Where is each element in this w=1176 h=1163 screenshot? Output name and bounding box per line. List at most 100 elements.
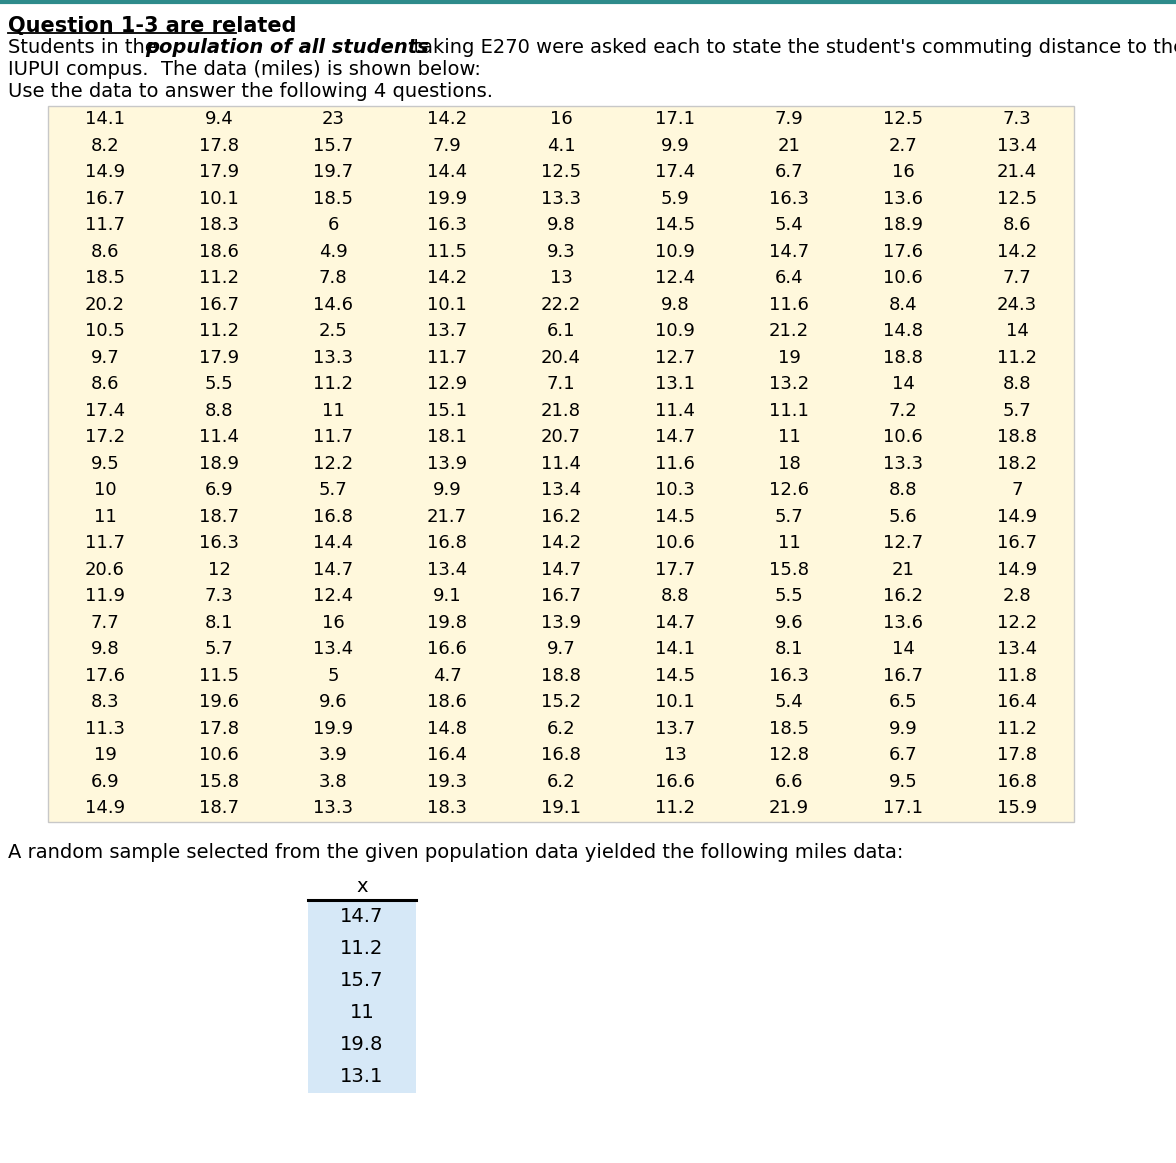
Text: 16.3: 16.3	[769, 190, 809, 208]
Text: 14: 14	[1005, 322, 1029, 341]
Text: 17.4: 17.4	[85, 401, 125, 420]
Text: 8.1: 8.1	[205, 614, 233, 632]
Text: 17.6: 17.6	[883, 243, 923, 261]
Text: 9.7: 9.7	[547, 641, 575, 658]
Text: 18.3: 18.3	[427, 799, 467, 818]
Text: 11.7: 11.7	[427, 349, 467, 366]
Text: 11: 11	[94, 508, 116, 526]
Text: 4.1: 4.1	[547, 137, 575, 155]
Text: 18.2: 18.2	[997, 455, 1037, 472]
Text: 16.8: 16.8	[313, 508, 353, 526]
Text: 9.6: 9.6	[319, 693, 347, 712]
Text: 16.2: 16.2	[883, 587, 923, 605]
Text: 16.2: 16.2	[541, 508, 581, 526]
Text: 13.9: 13.9	[541, 614, 581, 632]
Text: 13: 13	[549, 270, 573, 287]
Text: 19.8: 19.8	[340, 1035, 383, 1054]
Text: 11.5: 11.5	[427, 243, 467, 261]
Text: 6.4: 6.4	[775, 270, 803, 287]
Text: 17.1: 17.1	[883, 799, 923, 818]
Text: Question 1-3 are related: Question 1-3 are related	[8, 16, 296, 36]
Text: 6.1: 6.1	[547, 322, 575, 341]
Text: 14.2: 14.2	[997, 243, 1037, 261]
Text: 16.6: 16.6	[655, 772, 695, 791]
Text: 18.3: 18.3	[199, 216, 239, 234]
Text: population of all students: population of all students	[145, 38, 428, 57]
Text: 16.8: 16.8	[997, 772, 1037, 791]
Text: 4.7: 4.7	[433, 666, 461, 685]
Text: 11.7: 11.7	[313, 428, 353, 447]
Text: 8.6: 8.6	[91, 376, 119, 393]
Text: 16: 16	[321, 614, 345, 632]
Text: 16.7: 16.7	[883, 666, 923, 685]
Text: 14.7: 14.7	[541, 561, 581, 579]
Text: 15.1: 15.1	[427, 401, 467, 420]
Text: 15.9: 15.9	[997, 799, 1037, 818]
Text: 10.1: 10.1	[655, 693, 695, 712]
Text: 8.3: 8.3	[91, 693, 119, 712]
Text: 6.9: 6.9	[205, 481, 233, 499]
Text: 13.6: 13.6	[883, 190, 923, 208]
Text: 14.8: 14.8	[883, 322, 923, 341]
Text: 10.6: 10.6	[883, 428, 923, 447]
Text: 14.7: 14.7	[340, 907, 383, 926]
Text: 18.7: 18.7	[199, 799, 239, 818]
Text: 13.4: 13.4	[541, 481, 581, 499]
Text: 18: 18	[777, 455, 801, 472]
Text: 13.3: 13.3	[313, 349, 353, 366]
Text: 21: 21	[891, 561, 915, 579]
Text: Use the data to answer the following 4 questions.: Use the data to answer the following 4 q…	[8, 83, 493, 101]
Text: 10.3: 10.3	[655, 481, 695, 499]
Text: 9.5: 9.5	[91, 455, 120, 472]
Text: 22.2: 22.2	[541, 295, 581, 314]
Text: 17.7: 17.7	[655, 561, 695, 579]
Text: 12.5: 12.5	[883, 110, 923, 128]
Text: 14.9: 14.9	[997, 561, 1037, 579]
Text: 13.7: 13.7	[655, 720, 695, 737]
Text: 17.9: 17.9	[199, 349, 239, 366]
Text: 16: 16	[891, 163, 915, 181]
Text: 6.5: 6.5	[889, 693, 917, 712]
Text: 16.4: 16.4	[997, 693, 1037, 712]
Text: 12.8: 12.8	[769, 747, 809, 764]
Text: 10.9: 10.9	[655, 322, 695, 341]
Text: 16.8: 16.8	[427, 534, 467, 552]
Text: 19.3: 19.3	[427, 772, 467, 791]
Text: 16.6: 16.6	[427, 641, 467, 658]
Text: 6.9: 6.9	[91, 772, 119, 791]
Text: 17.9: 17.9	[199, 163, 239, 181]
Text: 24.3: 24.3	[997, 295, 1037, 314]
Text: 12.7: 12.7	[883, 534, 923, 552]
Text: 13.4: 13.4	[313, 641, 353, 658]
Text: Students in the: Students in the	[8, 38, 163, 57]
Text: 21.4: 21.4	[997, 163, 1037, 181]
Text: 12.5: 12.5	[541, 163, 581, 181]
Text: 7.1: 7.1	[547, 376, 575, 393]
Text: 14.7: 14.7	[655, 428, 695, 447]
Text: 19: 19	[94, 747, 116, 764]
Text: IUPUI compus.  The data (miles) is shown below:: IUPUI compus. The data (miles) is shown …	[8, 60, 481, 79]
Text: 11: 11	[349, 1003, 374, 1022]
Text: 9.1: 9.1	[433, 587, 461, 605]
Text: 20.7: 20.7	[541, 428, 581, 447]
Text: 17.1: 17.1	[655, 110, 695, 128]
Text: 19.8: 19.8	[427, 614, 467, 632]
Text: 6.2: 6.2	[547, 772, 575, 791]
Text: 11.2: 11.2	[199, 322, 239, 341]
Text: 12.2: 12.2	[997, 614, 1037, 632]
Text: 21.2: 21.2	[769, 322, 809, 341]
Text: 6.7: 6.7	[775, 163, 803, 181]
Text: 8.6: 8.6	[1003, 216, 1031, 234]
Text: 11.6: 11.6	[769, 295, 809, 314]
Text: 13.1: 13.1	[655, 376, 695, 393]
Text: 14.9: 14.9	[85, 799, 125, 818]
Text: 5.7: 5.7	[775, 508, 803, 526]
Text: 8.8: 8.8	[1003, 376, 1031, 393]
Text: 10.5: 10.5	[85, 322, 125, 341]
Text: 6: 6	[327, 216, 339, 234]
Text: 8.1: 8.1	[775, 641, 803, 658]
Text: 9.8: 9.8	[91, 641, 119, 658]
Text: 3.8: 3.8	[319, 772, 347, 791]
Text: 16.3: 16.3	[199, 534, 239, 552]
Text: 11: 11	[321, 401, 345, 420]
